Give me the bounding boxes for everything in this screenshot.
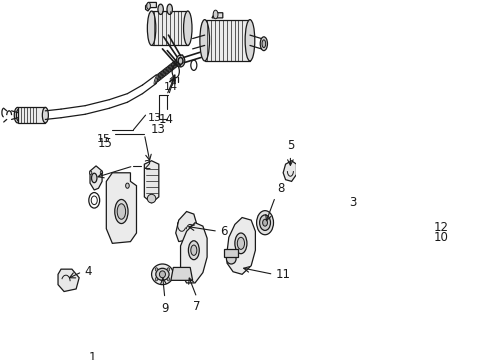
Ellipse shape <box>188 241 199 260</box>
Ellipse shape <box>262 40 265 48</box>
Ellipse shape <box>178 271 185 278</box>
Text: 13: 13 <box>150 123 165 136</box>
Ellipse shape <box>183 11 192 45</box>
Ellipse shape <box>200 20 209 61</box>
Ellipse shape <box>167 268 169 271</box>
Text: 13: 13 <box>147 113 161 122</box>
Text: 4: 4 <box>84 265 91 278</box>
Text: 2: 2 <box>143 159 150 172</box>
Ellipse shape <box>226 254 236 264</box>
Ellipse shape <box>146 3 150 9</box>
Ellipse shape <box>91 173 97 183</box>
Ellipse shape <box>155 268 157 271</box>
Polygon shape <box>175 212 197 242</box>
Text: 9: 9 <box>161 302 168 315</box>
Polygon shape <box>106 173 136 243</box>
Ellipse shape <box>390 190 401 276</box>
Polygon shape <box>58 269 79 292</box>
Polygon shape <box>144 161 159 203</box>
Ellipse shape <box>176 55 184 67</box>
Text: 14: 14 <box>163 82 178 92</box>
Bar <box>204 20 249 61</box>
Ellipse shape <box>407 224 411 232</box>
Text: 6: 6 <box>219 225 227 238</box>
Ellipse shape <box>178 58 183 64</box>
Ellipse shape <box>115 199 128 224</box>
Ellipse shape <box>156 268 169 280</box>
Ellipse shape <box>42 107 48 123</box>
Ellipse shape <box>158 4 163 14</box>
Text: 14: 14 <box>159 113 174 126</box>
Polygon shape <box>224 248 238 257</box>
Polygon shape <box>145 3 156 11</box>
Ellipse shape <box>155 278 157 281</box>
Bar <box>338 190 395 276</box>
Ellipse shape <box>332 190 344 276</box>
Polygon shape <box>170 267 192 280</box>
Text: 8: 8 <box>277 182 284 195</box>
Ellipse shape <box>117 204 125 219</box>
Polygon shape <box>313 192 333 220</box>
Ellipse shape <box>14 107 21 123</box>
Ellipse shape <box>262 219 267 226</box>
Polygon shape <box>283 161 296 181</box>
Text: 1: 1 <box>88 351 96 360</box>
Polygon shape <box>90 166 102 190</box>
Text: 15: 15 <box>97 137 112 150</box>
Ellipse shape <box>260 37 267 51</box>
Polygon shape <box>211 13 223 18</box>
Ellipse shape <box>166 4 172 14</box>
Ellipse shape <box>175 268 187 280</box>
Text: 5: 5 <box>286 139 293 152</box>
Ellipse shape <box>244 20 254 61</box>
Text: 3: 3 <box>349 195 356 208</box>
Ellipse shape <box>100 171 102 175</box>
Ellipse shape <box>259 215 270 230</box>
Ellipse shape <box>147 194 156 203</box>
Ellipse shape <box>190 245 197 255</box>
Ellipse shape <box>125 183 129 188</box>
Text: 10: 10 <box>433 231 448 244</box>
Ellipse shape <box>256 211 273 235</box>
Polygon shape <box>180 223 207 283</box>
Ellipse shape <box>405 220 413 235</box>
Ellipse shape <box>159 271 165 278</box>
Bar <box>151 11 187 45</box>
Polygon shape <box>226 217 255 274</box>
Ellipse shape <box>234 233 246 254</box>
Ellipse shape <box>89 171 92 175</box>
Text: 7: 7 <box>193 300 200 313</box>
Ellipse shape <box>151 264 173 285</box>
Bar <box>18 107 45 123</box>
Text: 12: 12 <box>433 221 448 234</box>
Ellipse shape <box>167 278 169 281</box>
Ellipse shape <box>17 109 21 121</box>
Ellipse shape <box>213 10 218 19</box>
Ellipse shape <box>237 237 244 249</box>
Text: 11: 11 <box>275 268 290 281</box>
Ellipse shape <box>147 11 156 45</box>
Text: 15: 15 <box>97 134 111 144</box>
